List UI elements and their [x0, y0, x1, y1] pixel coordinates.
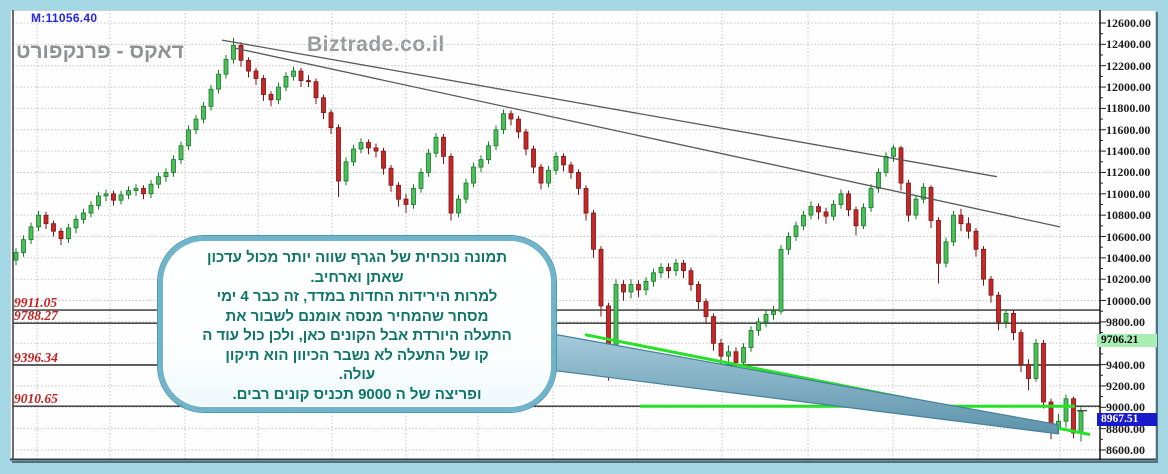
- y-axis-tick-label: 10800.00: [1106, 208, 1151, 223]
- bubble-text-line: למרות הירידות החדות במדד, זה כבר 4 ימי: [216, 288, 498, 305]
- price-level-label: 9010.65: [14, 391, 58, 407]
- price-level-label: 9911.05: [14, 295, 58, 311]
- candles-layer: [13, 37, 1087, 442]
- y-axis-tick-label: 11000.00: [1106, 186, 1151, 201]
- price-level-label: 9788.27: [14, 308, 58, 324]
- bubble-text-line: התעלה היורדת אבל הקונים כאן, ולכן כול עו…: [202, 327, 512, 344]
- y-axis-tick-label: 12200.00: [1106, 58, 1151, 73]
- bubble-text-line: תמונה נוכחית של הגרף שווה יותר מכול עדכו…: [207, 249, 507, 266]
- axis-layer[interactable]: [10, 10, 1156, 461]
- y-axis-tick-label: 11200.00: [1106, 165, 1151, 180]
- price-marker-9706.21: 9706.21: [1097, 333, 1157, 347]
- y-axis-tick-label: 11800.00: [1106, 101, 1151, 116]
- bubble-text-line: מסחר שהמחיר מנסה אומנם לשבור את: [225, 307, 489, 325]
- annotation-bubble[interactable]: תמונה נוכחית של הגרף שווה יותר מכול עדכו…: [158, 236, 556, 412]
- grid-layer: [13, 13, 1100, 459]
- y-axis-tick-label: 10000.00: [1106, 293, 1151, 308]
- watermark-biztrade: Biztrade.co.il: [307, 33, 445, 56]
- y-axis-tick-label: 10600.00: [1106, 229, 1151, 244]
- y-axis-tick-label: 11600.00: [1106, 122, 1151, 137]
- price-level-label: 9396.34: [14, 349, 58, 365]
- bubble-text-line: ופריצה של ה 9000 תכניס קונים רבים.: [232, 385, 482, 403]
- y-axis-tick-label: 9000.00: [1106, 400, 1145, 415]
- price-marker-8967.51: 8967.51: [1097, 412, 1157, 426]
- indicator-value-label: M:11056.40: [31, 11, 98, 25]
- bubble-text-line: עולה.: [338, 366, 376, 383]
- bubble-text-line: שאתן וארחיב.: [310, 268, 404, 286]
- bubble-text-line: קו של התעלה לא נשבר הכיוון הוא תיקון: [225, 346, 489, 364]
- y-axis-tick-label: 12000.00: [1106, 80, 1151, 95]
- bubble-pointer-ribbon: [544, 331, 1059, 435]
- y-axis-tick-label: 10200.00: [1106, 272, 1151, 287]
- y-axis-tick-label: 10400.00: [1106, 250, 1151, 265]
- y-axis-tick-label: 8600.00: [1106, 443, 1145, 457]
- y-axis-tick-label: 9800.00: [1106, 314, 1145, 329]
- y-axis-tick-label: 9200.00: [1106, 378, 1145, 393]
- y-axis-tick-label: 11400.00: [1106, 144, 1151, 159]
- y-axis-tick-label: 12400.00: [1106, 37, 1151, 52]
- chart-title: דאקס - פרנקפורט: [16, 40, 184, 63]
- y-axis-tick-label: 12600.00: [1106, 16, 1151, 30]
- y-axis-tick-label: 9400.00: [1106, 357, 1145, 372]
